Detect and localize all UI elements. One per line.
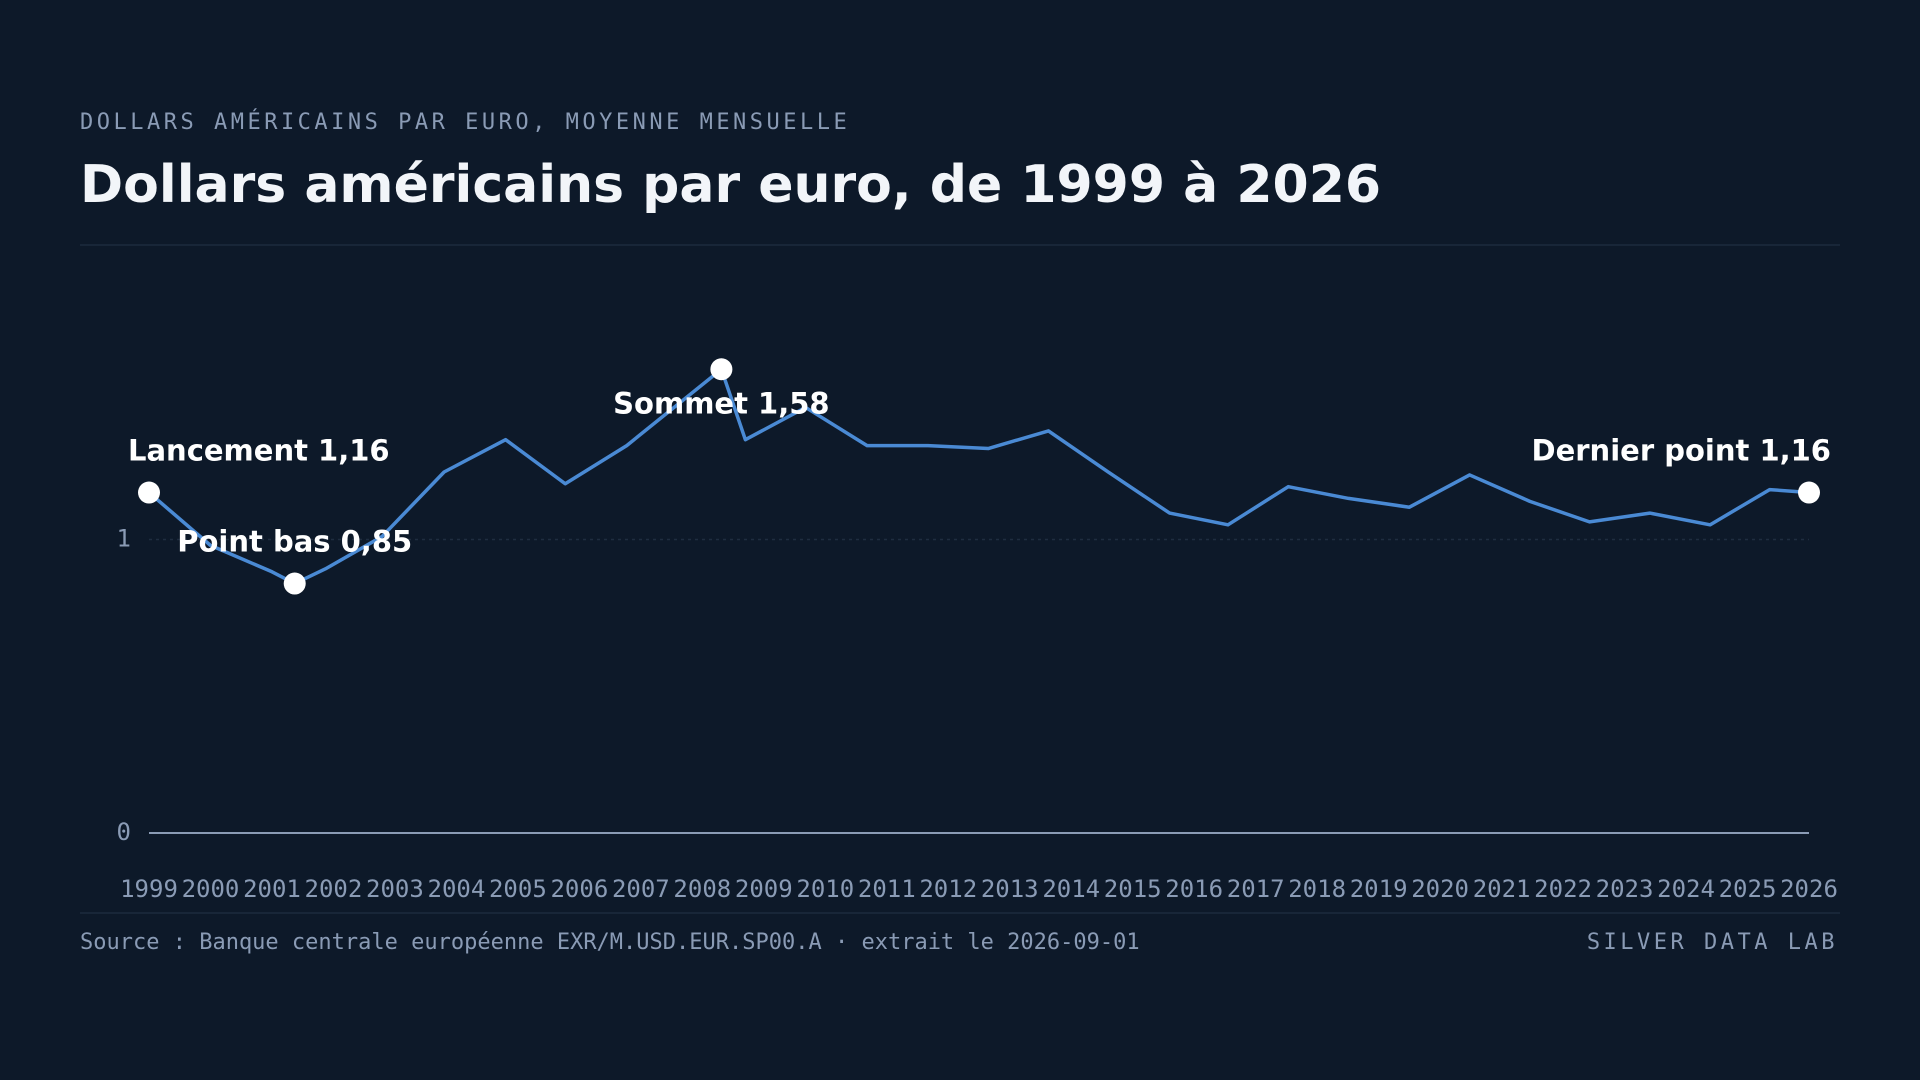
data-line (147, 367, 1810, 586)
x-tick-label: 2023 (1596, 875, 1654, 903)
x-tick-label: 2021 (1473, 875, 1531, 903)
x-tick-label: 2025 (1719, 875, 1777, 903)
x-tick-label: 2017 (1227, 875, 1285, 903)
x-tick-label: 2009 (735, 875, 793, 903)
x-tick-label: 1999 (120, 875, 178, 903)
x-tick-label: 2026 (1780, 875, 1838, 903)
x-tick-label: 2005 (489, 875, 547, 903)
kicker: DOLLARS AMÉRICAINS PAR EURO, MOYENNE MEN… (80, 109, 850, 135)
x-tick-label: 2007 (612, 875, 670, 903)
x-tick-label: 2010 (796, 875, 854, 903)
x-tick-label: 2015 (1104, 875, 1162, 903)
annotation-label: Sommet 1,58 (613, 386, 829, 420)
annotation-point (283, 572, 306, 595)
x-tick-label: 2011 (858, 875, 916, 903)
chart-title: Dollars américains par euro, de 1999 à 2… (80, 155, 1381, 215)
x-tick-label: 2020 (1411, 875, 1469, 903)
y-tick-label: 0 (117, 818, 131, 846)
x-tick-label: 2006 (550, 875, 608, 903)
x-tick-label: 2024 (1657, 875, 1715, 903)
annotation-label: Dernier point 1,16 (1532, 434, 1831, 468)
source: Source : Banque centrale européenne EXR/… (80, 930, 1140, 955)
annotation-label: Point bas 0,85 (177, 525, 412, 559)
annotation-label: Lancement 1,16 (128, 434, 390, 468)
x-tick-label: 2000 (182, 875, 240, 903)
annotation-point (1798, 481, 1820, 504)
x-tick-label: 2014 (1042, 875, 1100, 903)
x-tick-label: 2013 (981, 875, 1039, 903)
x-tick-label: 2008 (673, 875, 731, 903)
x-tick-label: 2001 (243, 875, 301, 903)
x-tick-label: 2018 (1288, 875, 1346, 903)
x-tick-label: 2002 (305, 875, 363, 903)
brand: SILVER DATA LAB (1587, 930, 1838, 955)
x-tick-label: 2004 (428, 875, 486, 903)
y-tick-label: 1 (117, 525, 131, 553)
annotation-point (138, 481, 160, 504)
x-tick-label: 2016 (1165, 875, 1223, 903)
annotation-point (710, 358, 733, 381)
x-tick-label: 2012 (919, 875, 977, 903)
x-tick-label: 2019 (1350, 875, 1408, 903)
x-tick-label: 2022 (1534, 875, 1592, 903)
x-tick-label: 2003 (366, 875, 424, 903)
